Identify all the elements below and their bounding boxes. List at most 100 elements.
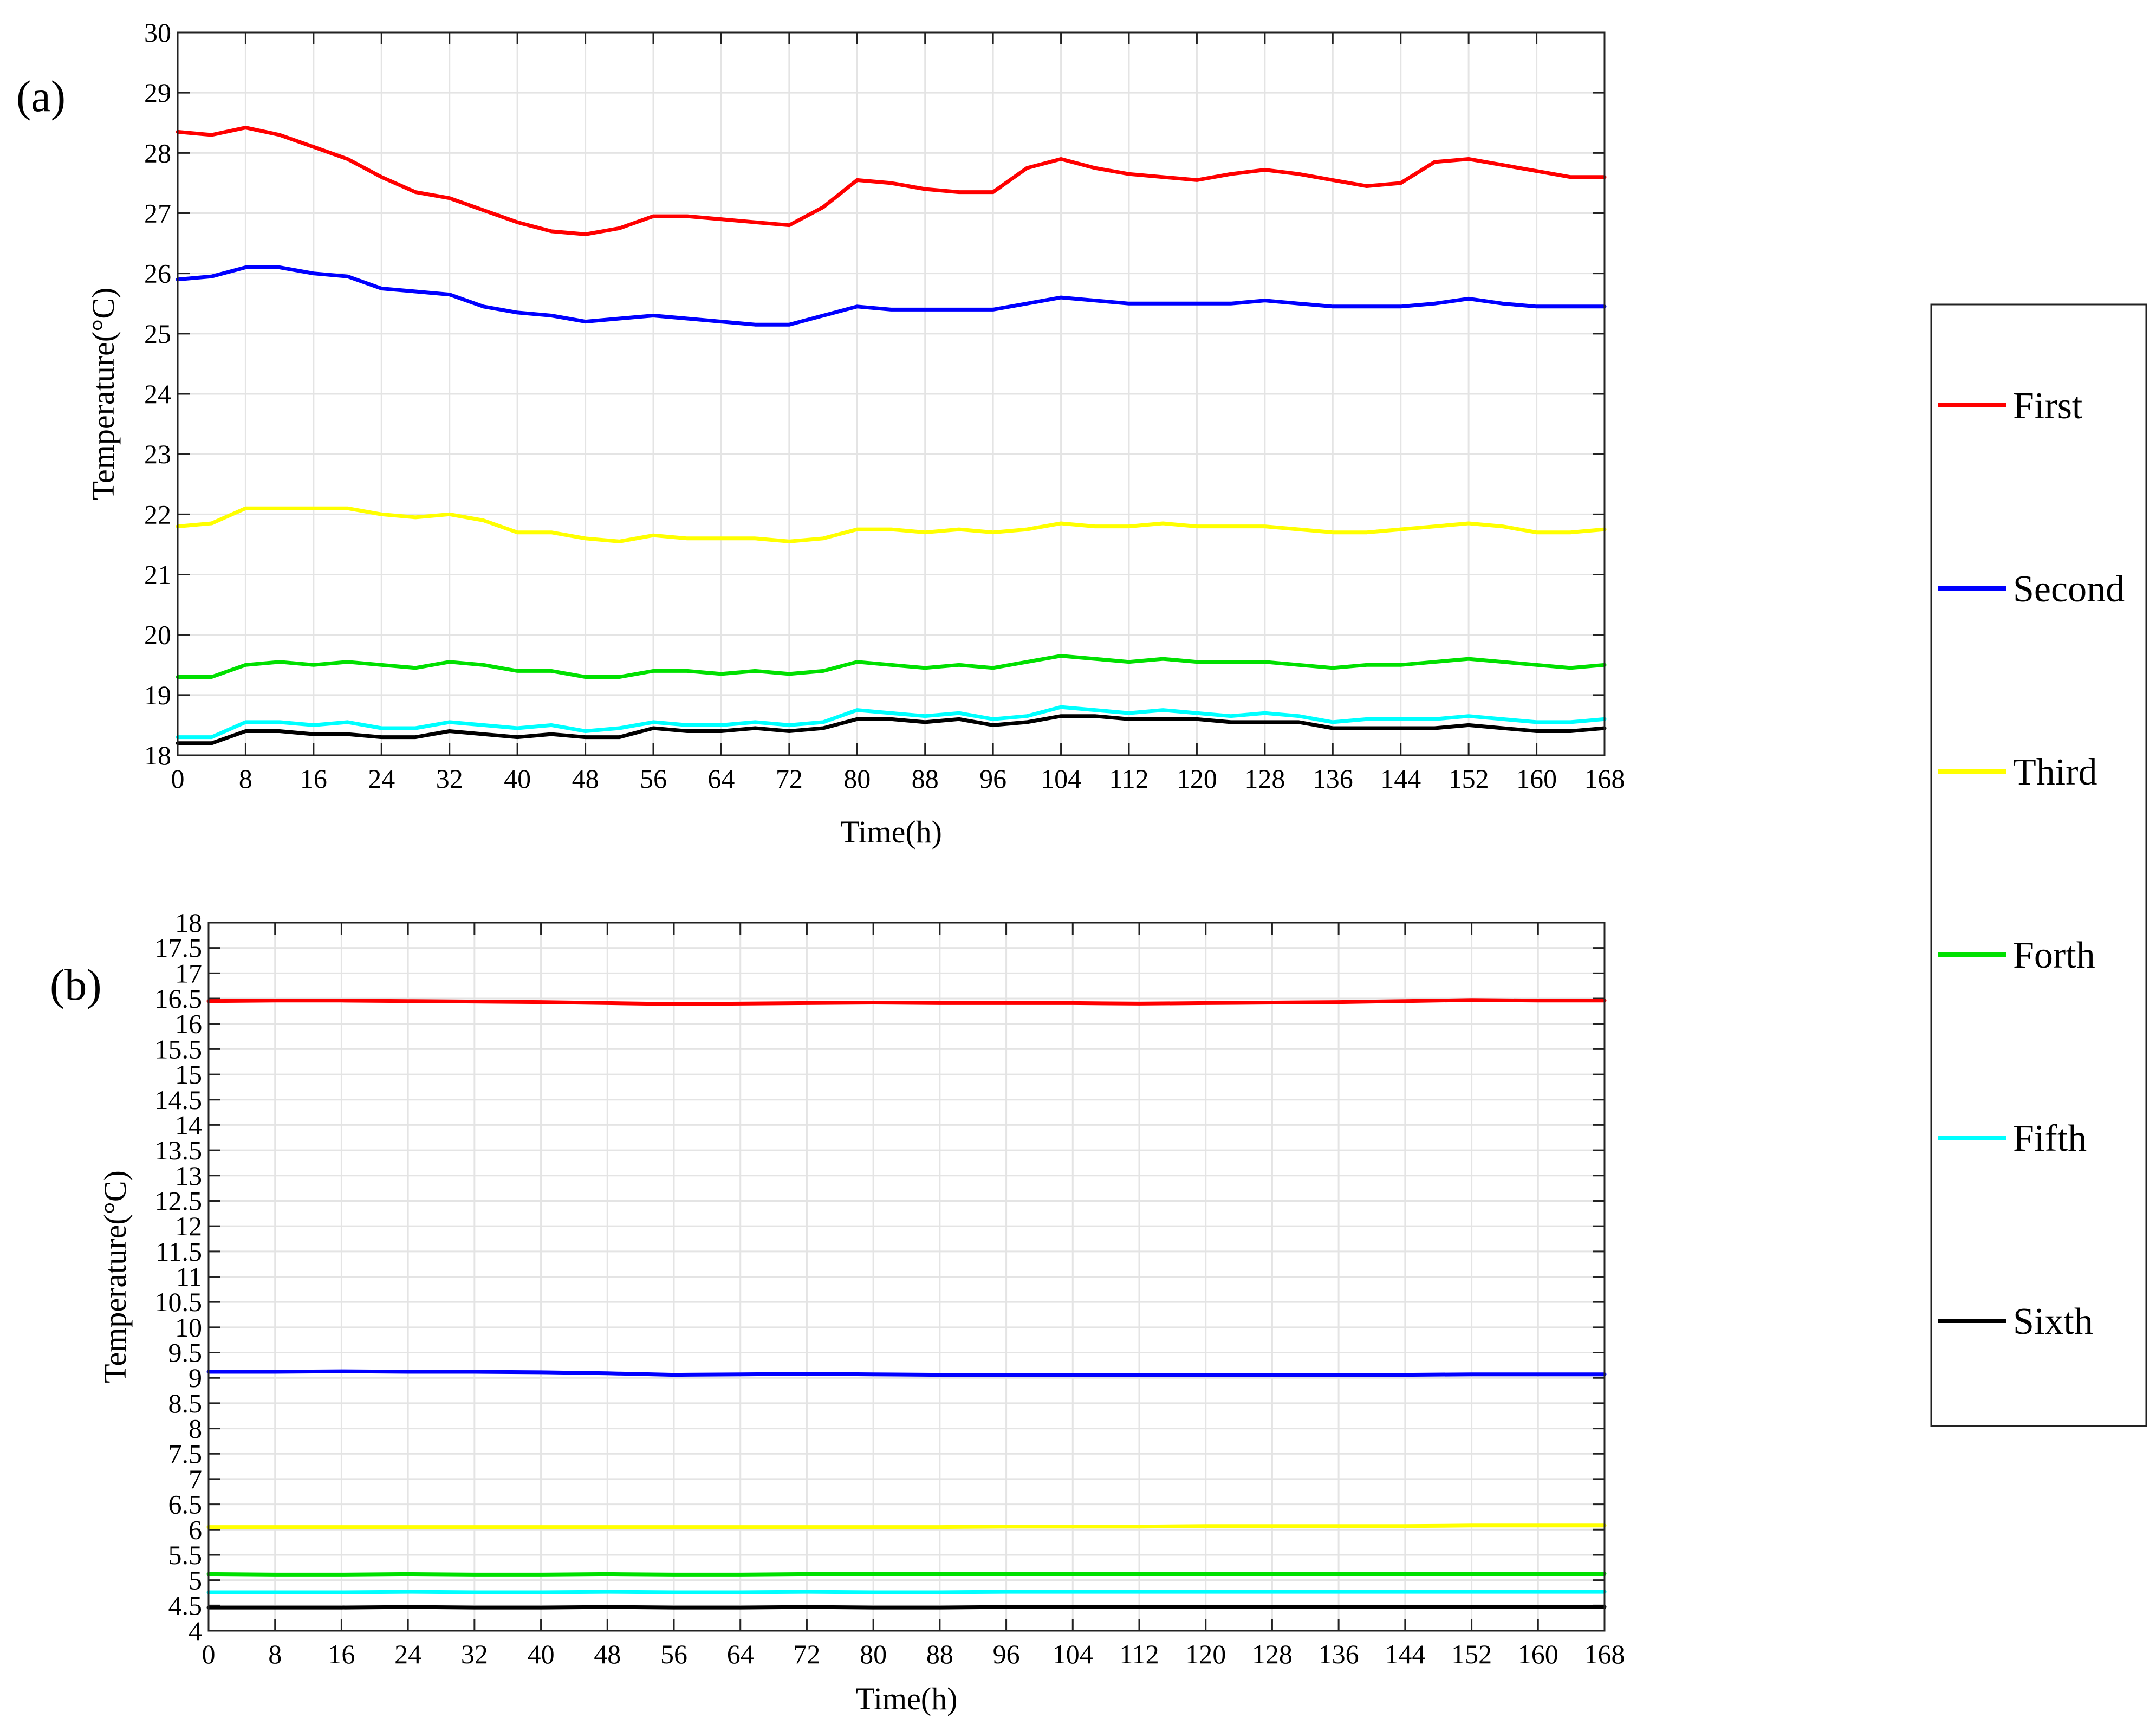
series-line-first <box>206 998 1607 1006</box>
y-tick-label: 10.5 <box>155 1287 203 1317</box>
y-tick-label: 17.5 <box>155 933 203 963</box>
x-tick-label: 96 <box>993 1639 1020 1669</box>
legend-label-first: First <box>2013 385 2083 427</box>
y-tick-label: 9 <box>189 1363 202 1393</box>
legend-label-third: Third <box>2013 751 2097 793</box>
series-line-sixth <box>176 714 1607 745</box>
x-tick-label: 112 <box>1109 763 1148 794</box>
y-tick-label: 18 <box>144 740 171 770</box>
x-tick-label: 96 <box>979 763 1006 794</box>
legend-label-sixth: Sixth <box>2013 1301 2093 1343</box>
panel-label: (b) <box>50 960 102 1009</box>
series-line-third <box>206 1523 1607 1529</box>
x-tick-label: 16 <box>300 763 327 794</box>
y-tick-label: 5.5 <box>168 1540 203 1570</box>
axes-box <box>207 922 1606 1632</box>
series-line-third <box>176 506 1607 543</box>
series-line-forth <box>176 654 1607 679</box>
x-tick-label: 24 <box>394 1639 421 1669</box>
x-tick-label: 40 <box>528 1639 555 1669</box>
x-tick-label: 24 <box>368 763 395 794</box>
x-tick-label: 80 <box>860 1639 887 1669</box>
x-tick-label: 56 <box>640 763 667 794</box>
y-tick-label: 24 <box>144 379 171 409</box>
y-tick-label: 26 <box>144 258 171 289</box>
x-tick-label: 152 <box>1451 1639 1492 1669</box>
y-tick-label: 6.5 <box>168 1489 203 1520</box>
x-tick-label: 16 <box>328 1639 355 1669</box>
x-tick-label: 0 <box>171 763 185 794</box>
x-tick-label: 144 <box>1385 1639 1425 1669</box>
x-tick-label: 88 <box>912 763 939 794</box>
x-tick-label: 0 <box>202 1639 216 1669</box>
x-tick-label: 120 <box>1185 1639 1226 1669</box>
x-tick-label: 8 <box>239 763 252 794</box>
y-tick-label: 7 <box>189 1464 202 1494</box>
x-tick-label: 64 <box>727 1639 754 1669</box>
x-tick-label: 88 <box>926 1639 953 1669</box>
y-tick-label: 30 <box>144 17 171 48</box>
y-tick-label: 27 <box>144 198 171 229</box>
x-tick-label: 56 <box>660 1639 687 1669</box>
y-tick-label: 14.5 <box>155 1085 203 1115</box>
panel-b: 0 8 16 24 32 40 48 56 64 72 80 88 96 104 112 120 128 136 1… <box>50 907 1625 1716</box>
legend-label-forth: Forth <box>2013 935 2095 976</box>
series-line-second <box>176 265 1607 327</box>
x-tick-label: 136 <box>1319 1639 1359 1669</box>
x-tick-label: 112 <box>1119 1639 1159 1669</box>
y-tick-label: 9.5 <box>168 1338 203 1368</box>
x-tick-label: 72 <box>793 1639 820 1669</box>
y-tick-label: 20 <box>144 620 171 650</box>
x-tick-label: 168 <box>1584 1639 1625 1669</box>
y-tick-label: 7.5 <box>168 1438 203 1469</box>
y-tick-label: 13 <box>175 1161 202 1191</box>
x-tick-label: 40 <box>504 763 531 794</box>
y-tick-label: 18 <box>175 907 202 938</box>
y-tick-label: 5 <box>189 1565 202 1596</box>
y-tick-label: 16 <box>175 1009 202 1039</box>
x-tick-label: 64 <box>707 763 735 794</box>
y-tick-label: 29 <box>144 77 171 108</box>
x-axis-label: Time(h) <box>840 814 942 850</box>
y-axis-label: Temperature(°C) <box>98 1170 133 1383</box>
y-tick-label: 4.5 <box>168 1590 203 1620</box>
panel-label: (a) <box>16 72 66 121</box>
y-tick-label: 14 <box>175 1110 202 1140</box>
series-line-fifth <box>176 705 1607 740</box>
x-tick-label: 48 <box>594 1639 621 1669</box>
x-tick-label: 104 <box>1041 763 1081 794</box>
y-tick-label: 8 <box>189 1414 202 1444</box>
y-tick-label: 11 <box>176 1262 202 1292</box>
y-tick-label: 15 <box>175 1059 202 1090</box>
x-tick-label: 152 <box>1449 763 1489 794</box>
y-tick-label: 25 <box>144 319 171 349</box>
x-tick-label: 128 <box>1252 1639 1293 1669</box>
legend-label-fifth: Fifth <box>2013 1118 2087 1159</box>
y-tick-label: 28 <box>144 138 171 168</box>
series-line-first <box>176 126 1607 236</box>
x-axis-label: Time(h) <box>856 1681 958 1716</box>
x-tick-label: 168 <box>1584 763 1625 794</box>
y-tick-label: 6 <box>189 1514 202 1545</box>
x-tick-label: 104 <box>1053 1639 1093 1669</box>
series-line-forth <box>206 1572 1607 1577</box>
y-tick-label: 23 <box>144 439 171 469</box>
y-tick-label: 21 <box>144 560 171 590</box>
x-tick-label: 136 <box>1313 763 1353 794</box>
y-tick-label: 11.5 <box>155 1236 202 1267</box>
x-tick-label: 144 <box>1380 763 1421 794</box>
series-line-second <box>206 1369 1607 1377</box>
y-tick-label: 12 <box>175 1211 202 1241</box>
y-tick-label: 12.5 <box>155 1185 203 1216</box>
x-tick-label: 72 <box>776 763 803 794</box>
x-tick-label: 8 <box>268 1639 282 1669</box>
legend: First Second Third Forth Fifth Sixth <box>1930 303 2147 1427</box>
x-tick-label: 160 <box>1516 763 1557 794</box>
y-tick-label: 22 <box>144 499 171 529</box>
axes-box <box>177 31 1606 756</box>
x-tick-label: 120 <box>1177 763 1217 794</box>
x-tick-label: 32 <box>461 1639 488 1669</box>
y-tick-label: 4 <box>189 1616 202 1646</box>
y-tick-label: 8.5 <box>168 1388 203 1418</box>
